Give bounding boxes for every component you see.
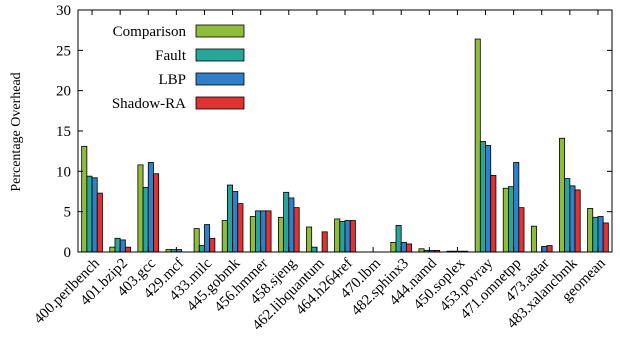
bar-comparison-482-sphinx3: [390, 241, 397, 253]
bar-lbp-403-gcc: [147, 162, 154, 253]
bar-fault-453-povray: [479, 141, 486, 253]
legend-label-comparison: Comparison: [113, 24, 187, 40]
bar-lbp-483-xalancbmk: [569, 185, 576, 253]
bar-shadow-ra-464-h264ref: [349, 220, 356, 253]
bar-comparison-462-libquantum: [306, 226, 313, 253]
bar-shadow-ra-456-hmmer: [265, 210, 272, 253]
bar-fault-462-libquantum: [311, 246, 318, 253]
bar-fault-403-gcc: [142, 187, 149, 253]
legend-label-lbp: LBP: [158, 72, 186, 88]
bar-shadow-ra-433-milc: [209, 237, 216, 253]
bar-fault-445-gobmk: [226, 184, 233, 253]
y-tick-label: 15: [56, 124, 71, 140]
bar-fault-482-sphinx3: [395, 224, 402, 253]
bar-fault-433-milc: [198, 245, 205, 253]
bar-comparison-456-hmmer: [249, 216, 256, 253]
y-tick-label: 30: [56, 3, 71, 19]
bar-fault-456-hmmer: [255, 210, 262, 253]
y-tick-label: 20: [56, 84, 71, 100]
bar-comparison-geomean: [587, 208, 594, 253]
bar-lbp-453-povray: [485, 145, 492, 253]
bar-shadow-ra-403-gcc: [153, 173, 160, 253]
bar-fault-483-xalancbmk: [564, 178, 571, 253]
y-tick-label: 25: [56, 43, 71, 59]
bar-fault-401-bzip2: [114, 237, 121, 253]
bar-shadow-ra-458-sjeng: [293, 207, 300, 253]
axes-layer: 051015202530400.perlbench401.bzip2403.gc…: [31, 3, 613, 334]
bar-shadow-ra-483-xalancbmk: [574, 189, 581, 253]
bar-comparison-445-gobmk: [221, 220, 228, 253]
bar-comparison-401-bzip2: [109, 246, 116, 253]
bar-shadow-ra-401-bzip2: [124, 246, 131, 253]
bar-comparison-400-perlbench: [81, 145, 88, 253]
bar-lbp-400-perlbench: [91, 177, 98, 253]
legend-swatch-shadow-ra: [195, 96, 245, 110]
bar-lbp-471-omnetpp: [513, 162, 520, 253]
y-tick-label: 5: [64, 205, 72, 221]
bar-fault-geomean: [592, 216, 599, 253]
y-tick-label: 10: [56, 164, 71, 180]
bar-shadow-ra-482-sphinx3: [406, 243, 413, 253]
bar-lbp-464-h264ref: [344, 220, 351, 253]
bar-shadow-ra-453-povray: [490, 174, 497, 253]
bar-comparison-433-milc: [193, 228, 200, 253]
bar-comparison-453-povray: [474, 38, 481, 253]
legend-label-shadow-ra: Shadow-RA: [112, 96, 186, 112]
bar-fault-400-perlbench: [86, 175, 93, 253]
bar-comparison-483-xalancbmk: [559, 137, 566, 253]
y-axis-label: Percentage Overhead: [9, 72, 24, 191]
bar-comparison-403-gcc: [137, 164, 144, 253]
bar-lbp-458-sjeng: [288, 197, 295, 253]
bar-comparison-473-astar: [530, 225, 537, 253]
bar-fault-471-omnetpp: [508, 186, 515, 253]
bar-fault-464-h264ref: [339, 220, 346, 253]
bar-lbp-geomean: [597, 216, 604, 253]
bar-shadow-ra-462-libquantum: [321, 231, 328, 253]
bar-shadow-ra-geomean: [602, 222, 609, 253]
y-tick-label: 0: [64, 245, 72, 261]
bar-shadow-ra-445-gobmk: [237, 203, 244, 253]
bar-shadow-ra-471-omnetpp: [518, 207, 525, 253]
legend: Comparison Fault LBP Shadow-RA: [112, 24, 245, 112]
bar-lbp-433-milc: [204, 224, 211, 253]
bar-lbp-482-sphinx3: [400, 241, 407, 253]
legend-swatch-comparison: [195, 24, 245, 38]
legend-swatch-fault: [195, 48, 245, 62]
bar-fault-458-sjeng: [283, 191, 290, 253]
bars-layer: [81, 38, 609, 253]
bar-comparison-471-omnetpp: [502, 187, 509, 253]
legend-label-fault: Fault: [155, 48, 187, 64]
bar-shadow-ra-473-astar: [546, 245, 553, 253]
bar-lbp-445-gobmk: [232, 191, 239, 253]
bar-shadow-ra-400-perlbench: [96, 192, 103, 253]
bar-lbp-456-hmmer: [260, 210, 267, 253]
bar-lbp-473-astar: [541, 245, 548, 253]
bar-comparison-458-sjeng: [277, 216, 284, 253]
bar-lbp-401-bzip2: [119, 239, 126, 253]
legend-swatch-lbp: [195, 72, 245, 86]
bar-comparison-464-h264ref: [334, 218, 341, 253]
